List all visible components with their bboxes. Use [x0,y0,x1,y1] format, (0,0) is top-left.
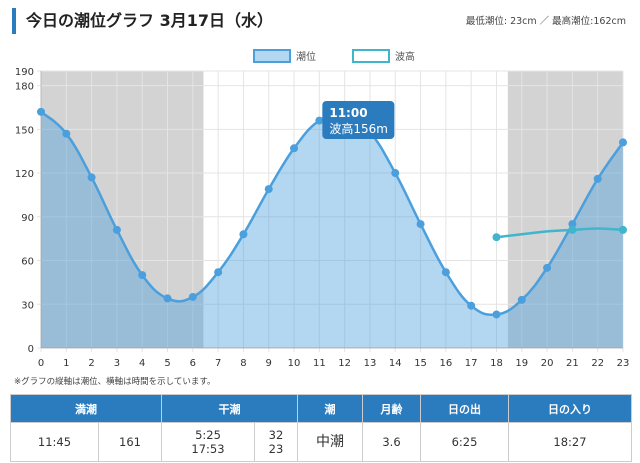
x-tick-label: 6 [190,358,196,369]
header-moon-age: 月齢 [362,394,421,423]
legend-swatch [352,49,390,63]
tide-point [441,268,450,277]
legend-swatch [253,49,291,63]
low-time-2: 17:53 [191,442,225,456]
x-tick-label: 18 [490,358,503,369]
legend-label: 波高 [395,50,415,63]
header-sunset: 日の入り [508,394,632,423]
wave-point [492,233,501,242]
tide-point [492,310,501,319]
tide-point [416,220,425,229]
tide-point [593,174,602,183]
x-tick-label: 19 [515,358,528,369]
x-tick-label: 10 [288,358,301,369]
y-tick-label: 60 [21,257,34,268]
x-tick-label: 20 [541,358,554,369]
tide-point [391,169,400,178]
x-tick-label: 8 [240,358,246,369]
tooltip-value: 波高156m [329,121,388,136]
x-tick-label: 21 [566,358,579,369]
y-tick-label: 0 [28,344,34,355]
legend-label: 潮位 [296,50,316,63]
tide-point [239,230,248,239]
x-tick-label: 15 [414,358,427,369]
x-tick-label: 5 [164,358,170,369]
tide-point [188,292,197,301]
y-tick-label: 150 [15,125,34,136]
x-tick-label: 14 [389,358,402,369]
x-tick-label: 23 [617,358,630,369]
y-tick-label: 190 [15,67,34,78]
x-tick-label: 17 [465,358,478,369]
x-tick-label: 1 [63,358,69,369]
tide-point [87,173,96,182]
tide-name: 中潮 [297,422,363,462]
header-tide: 潮 [297,394,363,423]
y-tick-label: 30 [21,300,34,311]
low-level-2: 23 [268,442,284,456]
x-tick-label: 4 [139,358,145,369]
header-sunrise: 日の出 [420,394,509,423]
y-tick-label: 180 [15,82,34,93]
tide-point [467,301,476,310]
tooltip [322,101,395,139]
tide-table: 満潮 干潮 潮 月齢 日の出 日の入り 11:45 161 5:25 17:53 … [10,394,632,462]
low-time-1: 5:25 [195,428,221,442]
page-title: 今日の潮位グラフ 3月17日（水） [12,8,273,34]
x-tick-label: 9 [266,358,272,369]
moon-age: 3.6 [362,422,421,462]
x-tick-label: 2 [88,358,94,369]
wave-point [619,225,627,234]
chart-note: ※グラフの縦軸は潮位、横軸は時間を示しています。 [14,377,216,387]
tide-point [264,185,273,194]
x-tick-label: 7 [215,358,221,369]
tide-area [41,111,623,349]
tide-point [138,271,147,280]
x-tick-label: 0 [38,358,44,369]
header-low-tide: 干潮 [161,394,298,423]
tide-point [214,268,223,277]
x-tick-label: 16 [440,358,453,369]
tide-point [619,138,627,147]
tide-point [568,220,577,229]
night-band [507,71,623,348]
y-tick-label: 90 [21,213,34,224]
low-level-1: 32 [268,428,284,442]
x-tick-label: 11 [313,358,326,369]
low-times: 5:25 17:53 [161,422,255,462]
tide-point [112,225,121,234]
low-levels: 32 23 [254,422,298,462]
x-tick-label: 12 [338,358,351,369]
header-high-tide: 満潮 [10,394,162,423]
wave-point [568,225,577,234]
tide-point [290,144,299,153]
wave-line [496,227,624,239]
x-tick-label: 13 [364,358,377,369]
tide-point [517,295,526,304]
tide-point [163,294,172,303]
x-tick-label: 3 [114,358,120,369]
x-tick-label: 22 [591,358,604,369]
y-tick-label: 120 [15,169,34,180]
tide-point [543,263,552,272]
high-level: 161 [98,422,162,462]
tide-point [37,107,45,116]
high-time: 11:45 [10,422,99,462]
tide-point [62,129,71,138]
sunset: 18:27 [508,422,632,462]
sunrise: 6:25 [420,422,509,462]
min-max-tide: 最低潮位: 23cm ／ 最高潮位:162cm [465,16,626,27]
tide-point [315,116,324,125]
tooltip-time: 11:00 [329,106,367,120]
